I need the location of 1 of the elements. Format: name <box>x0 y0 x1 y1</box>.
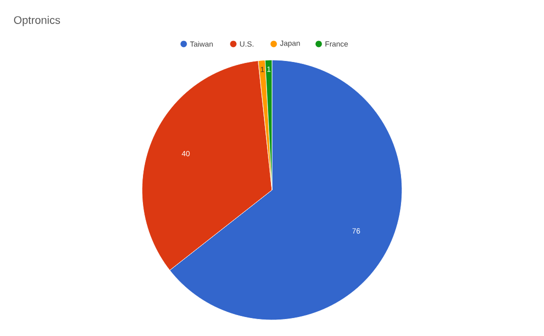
text: Optronics <box>14 16 60 26</box>
